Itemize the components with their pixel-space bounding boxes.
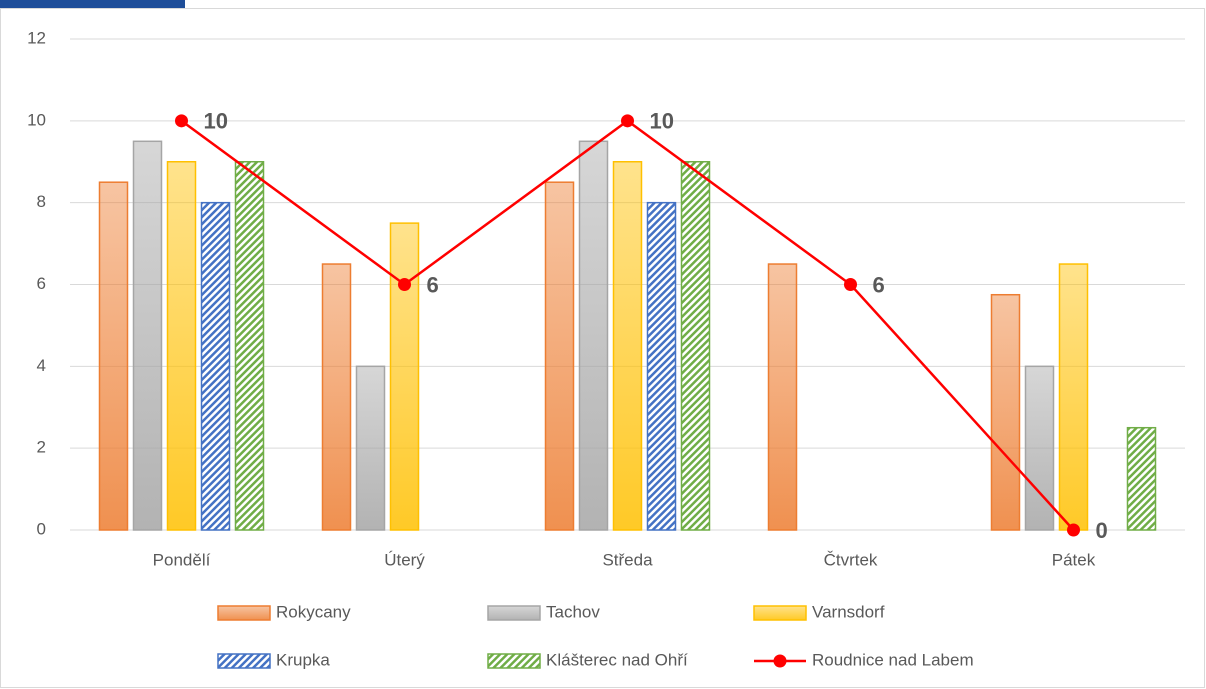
bar xyxy=(990,293,1021,531)
bar xyxy=(389,222,420,531)
y-tick-label: 4 xyxy=(37,356,46,375)
data-label: 10 xyxy=(650,109,674,134)
bar xyxy=(355,365,386,531)
bar xyxy=(98,181,129,531)
legend-swatch xyxy=(487,653,541,669)
legend-label: Tachov xyxy=(546,602,600,621)
bar xyxy=(200,201,231,531)
y-tick-label: 8 xyxy=(37,192,46,211)
legend-label: Roudnice nad Labem xyxy=(812,650,974,669)
bar xyxy=(1024,365,1055,531)
legend-label: Rokycany xyxy=(276,602,351,621)
line-marker xyxy=(175,114,188,128)
data-label: 6 xyxy=(427,272,439,297)
bar xyxy=(767,263,798,531)
bar xyxy=(578,140,609,531)
legend-swatch xyxy=(217,605,271,621)
legend-marker xyxy=(773,654,787,668)
bar xyxy=(132,140,163,531)
legend-label: Krupka xyxy=(276,650,330,669)
line-marker xyxy=(1067,523,1080,537)
legend-label: Klášterec nad Ohří xyxy=(546,650,688,669)
bar xyxy=(166,161,197,531)
data-label: 6 xyxy=(873,272,885,297)
x-tick-label: Pátek xyxy=(1052,550,1096,569)
bar xyxy=(544,181,575,531)
x-tick-label: Čtvrtek xyxy=(824,550,878,569)
x-tick-label: Středa xyxy=(602,550,653,569)
y-tick-label: 0 xyxy=(37,519,46,538)
legend-swatch xyxy=(217,653,271,669)
bar xyxy=(234,161,265,531)
bar xyxy=(1126,426,1157,531)
y-tick-label: 2 xyxy=(37,438,46,457)
line-marker xyxy=(621,114,634,128)
legend-swatch xyxy=(487,605,541,621)
y-tick-label: 10 xyxy=(27,110,46,129)
x-tick-label: Pondělí xyxy=(153,550,211,569)
header-tab xyxy=(0,0,185,8)
bar xyxy=(646,201,677,531)
legend-label: Varnsdorf xyxy=(812,602,885,621)
bar xyxy=(612,161,643,531)
y-tick-label: 12 xyxy=(27,28,46,47)
y-tick-label: 6 xyxy=(37,274,46,293)
line-marker xyxy=(844,278,857,291)
data-label: 0 xyxy=(1096,518,1108,543)
data-label: 10 xyxy=(204,109,228,134)
bar xyxy=(1058,263,1089,531)
bar xyxy=(321,263,352,531)
legend-swatch xyxy=(753,605,807,621)
x-tick-label: Úterý xyxy=(384,550,425,569)
line-marker xyxy=(398,278,411,291)
bar xyxy=(680,161,711,531)
